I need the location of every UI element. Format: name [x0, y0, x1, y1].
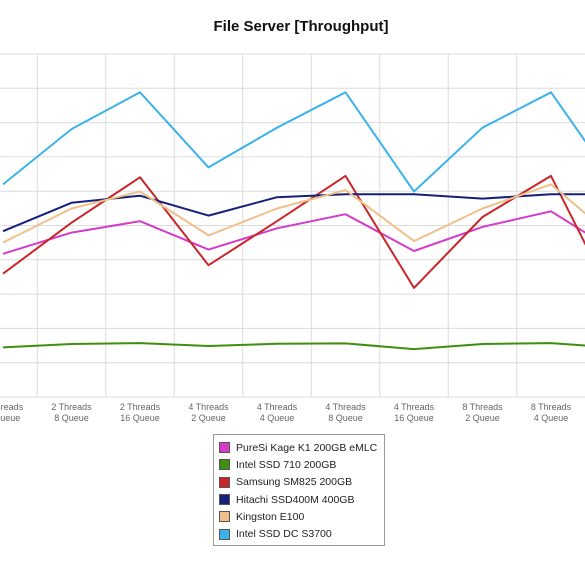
x-tick-label: 4 Threads 16 Queue	[394, 402, 435, 423]
legend-item: Intel SSD DC S3700	[219, 525, 384, 542]
series-line	[2, 174, 585, 289]
x-tick-label: 2 Threads 8 Queue	[51, 402, 92, 423]
series-line	[2, 193, 585, 233]
x-tick-label: 8 Threads 2 Queue	[462, 402, 503, 423]
chart-legend: PureSi Kage K1 200GB eMLC Intel SSD 710 2…	[213, 434, 385, 546]
legend-item: Kingston E100	[219, 508, 384, 525]
legend-label: Samsung SM825 200GB	[236, 476, 353, 489]
x-tick-label: 8 Threads 4 Queue	[531, 402, 572, 423]
legend-swatch	[219, 528, 230, 540]
legend-swatch	[219, 511, 230, 523]
legend-swatch	[219, 442, 230, 454]
series-line	[2, 183, 585, 244]
legend-label: Hitachi SSD400M 400GB	[236, 493, 355, 506]
legend-label: Kingston E100	[236, 510, 305, 523]
chart-title: File Server [Throughput]	[213, 18, 389, 35]
x-tick-label: 2 Threads 16 Queue	[120, 402, 161, 423]
legend-label: Intel SSD 710 200GB	[236, 458, 337, 471]
legend-label: PureSi Kage K1 200GB eMLC	[236, 441, 378, 454]
legend-swatch	[219, 459, 230, 471]
legend-swatch	[219, 476, 230, 488]
x-tick-label: 4 Threads 8 Queue	[325, 402, 366, 423]
x-tick-label: 4 Threads 2 Queue	[188, 402, 229, 423]
series-line	[2, 342, 585, 351]
chart-series	[2, 91, 585, 351]
legend-item: Intel SSD 710 200GB	[219, 456, 384, 473]
legend-swatch	[219, 494, 230, 506]
legend-item: Hitachi SSD400M 400GB	[219, 491, 384, 508]
legend-label: Intel SSD DC S3700	[236, 528, 332, 541]
x-tick-label: 4 Threads 4 Queue	[257, 402, 298, 423]
legend-item: PureSi Kage K1 200GB eMLC	[219, 439, 384, 456]
series-line	[2, 91, 585, 193]
series-line	[2, 210, 585, 255]
legend-item: Samsung SM825 200GB	[219, 474, 384, 491]
